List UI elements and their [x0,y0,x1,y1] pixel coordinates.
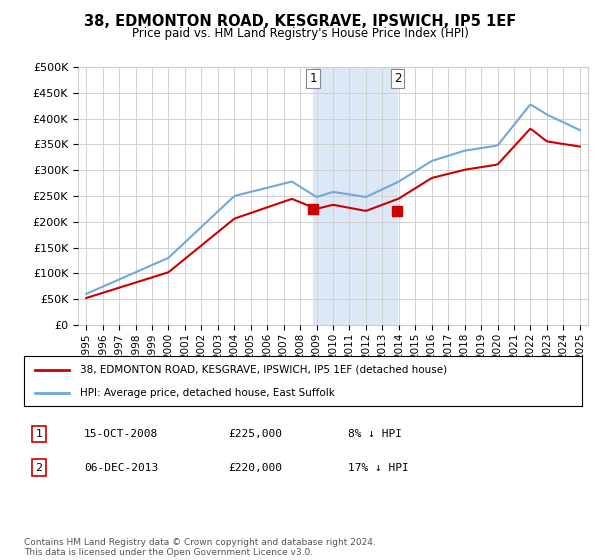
Text: 17% ↓ HPI: 17% ↓ HPI [348,463,409,473]
Text: 15-OCT-2008: 15-OCT-2008 [84,429,158,439]
Text: 2: 2 [394,72,401,85]
Text: Contains HM Land Registry data © Crown copyright and database right 2024.
This d: Contains HM Land Registry data © Crown c… [24,538,376,557]
Text: Price paid vs. HM Land Registry's House Price Index (HPI): Price paid vs. HM Land Registry's House … [131,27,469,40]
Text: £220,000: £220,000 [228,463,282,473]
Text: £225,000: £225,000 [228,429,282,439]
Text: 06-DEC-2013: 06-DEC-2013 [84,463,158,473]
Text: 38, EDMONTON ROAD, KESGRAVE, IPSWICH, IP5 1EF: 38, EDMONTON ROAD, KESGRAVE, IPSWICH, IP… [84,14,516,29]
Text: 8% ↓ HPI: 8% ↓ HPI [348,429,402,439]
Text: 1: 1 [35,429,43,439]
Text: HPI: Average price, detached house, East Suffolk: HPI: Average price, detached house, East… [80,389,335,398]
Text: 38, EDMONTON ROAD, KESGRAVE, IPSWICH, IP5 1EF (detached house): 38, EDMONTON ROAD, KESGRAVE, IPSWICH, IP… [80,365,447,375]
Bar [313,67,397,325]
Text: 1: 1 [310,72,317,85]
Text: 2: 2 [35,463,43,473]
